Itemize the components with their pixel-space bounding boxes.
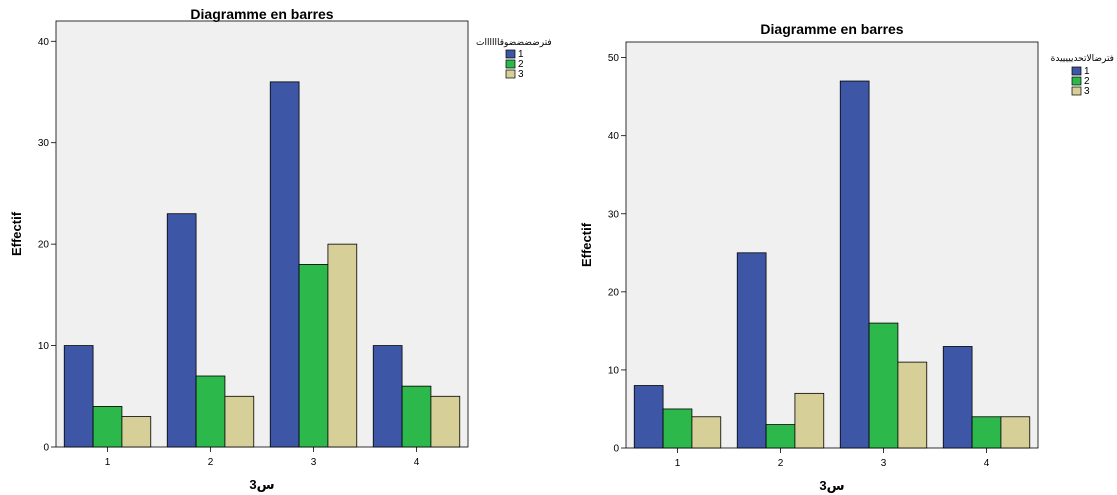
legend-label-1: 1 [1084,66,1090,77]
bar-cat4-series1 [372,345,403,448]
y-tick-label: 20 [608,287,620,298]
bar-cat1-series3 [121,416,152,448]
x-tick-label: 1 [105,457,111,468]
legend-label-3: 3 [1084,86,1090,97]
y-axis-title: Effectif [9,211,24,256]
y-tick-label: 20 [38,240,50,251]
x-tick-label: 1 [675,458,681,469]
bar-cat4-series3 [430,395,461,448]
legend-swatch-3 [505,69,516,79]
y-tick-label: 10 [38,341,50,352]
legend: فترضضضضوقاااااات 123 [476,37,552,80]
bar-cat2-series1 [736,252,767,449]
x-tick-label: 4 [414,457,420,468]
bar-cat2-series1 [166,213,197,448]
bar-cat2-series2 [195,375,226,448]
legend-swatch-1 [505,49,516,59]
bar-cat2-series2 [765,424,796,449]
chart-title: Diagramme en barres [190,6,333,22]
legend-label-2: 2 [518,59,524,70]
legend-label-2: 2 [1084,76,1090,87]
bar-cat1-series3 [691,416,722,449]
bar-cat4-series2 [401,385,432,448]
legend-swatch-3 [1071,86,1082,96]
bar-cat1-series2 [92,406,123,448]
plot-area [625,41,1039,449]
legend: فترضالاتحديييييدة 123 [1051,53,1114,97]
bar-cat3-series2 [868,322,899,449]
legend-label-3: 3 [518,69,524,80]
bar-cat4-series1 [942,346,973,449]
bar-cat2-series3 [224,395,255,448]
y-tick-label: 30 [38,138,50,149]
y-tick-label: 0 [613,444,619,455]
bar-cat1-series2 [662,408,693,449]
bar-cat1-series1 [633,385,664,449]
x-tick-label: 2 [208,457,214,468]
y-tick-label: 10 [608,365,620,376]
bar-cat3-series3 [327,243,358,448]
legend-title: فترضالاتحديييييدة [1051,53,1114,63]
legend-swatch-2 [505,59,516,69]
bar-cat3-series3 [897,361,928,449]
x-axis-title: س3 [819,478,844,493]
bar-cat4-series2 [971,416,1002,449]
plot-area [55,20,469,448]
y-tick-label: 0 [43,443,49,454]
bar-cat3-series2 [298,264,329,448]
legend-swatch-1 [1071,66,1082,76]
x-axis-title: س3 [249,477,274,492]
y-tick-label: 40 [38,37,50,48]
bar-cat4-series3 [1000,416,1031,449]
bar-cat2-series3 [794,392,825,449]
x-tick-label: 2 [778,458,784,469]
bar-cat1-series1 [63,345,94,448]
y-tick-label: 30 [608,209,620,220]
y-axis-title: Effectif [579,222,594,267]
x-tick-label: 3 [311,457,317,468]
legend-label-1: 1 [518,49,524,60]
bar-cat3-series1 [839,80,870,449]
legend-swatch-2 [1071,76,1082,86]
chart-title: Diagramme en barres [760,21,903,37]
bar-cat3-series1 [269,81,300,448]
y-tick-label: 40 [608,131,620,142]
legend-title: فترضضضضوقاااااات [476,37,552,47]
y-tick-label: 50 [608,53,620,64]
x-tick-label: 4 [984,458,990,469]
x-tick-label: 3 [881,458,887,469]
